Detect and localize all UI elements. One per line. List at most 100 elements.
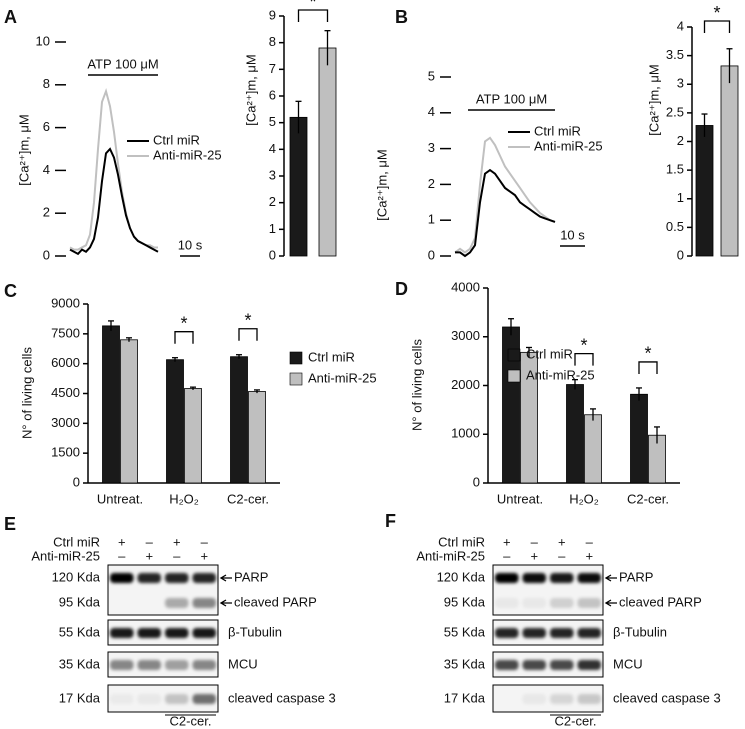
blot-band	[165, 660, 189, 670]
y-tick-label: 10	[36, 33, 50, 48]
blot-band	[495, 628, 519, 638]
blot-band	[550, 660, 574, 670]
band-size: 95 Kda	[59, 594, 101, 609]
band-size: 17 Kda	[444, 690, 486, 705]
y-tick-label: 9000	[51, 295, 80, 310]
blot-band	[192, 694, 216, 704]
y-tick-label: 3.5	[666, 47, 684, 62]
x-tick-label: Untreat.	[97, 491, 143, 506]
y-axis-label: [Ca²⁺]m, μM	[646, 64, 661, 135]
blot-band	[165, 694, 189, 704]
bar	[630, 393, 648, 484]
panel-letter: B	[395, 7, 408, 27]
treatment-sign: –	[146, 534, 154, 549]
y-tick-label: 0	[43, 247, 50, 262]
treatment-sign: –	[201, 534, 209, 549]
bar	[289, 116, 308, 257]
blot-band	[165, 573, 189, 583]
blot-band	[522, 628, 546, 638]
treatment-sign: –	[586, 534, 594, 549]
y-tick-label: 9	[269, 7, 276, 22]
blot-band	[165, 598, 189, 608]
y-tick-label: 3	[428, 140, 435, 155]
bar	[584, 414, 602, 484]
treatment-sign: –	[503, 548, 511, 563]
significance-bracket	[638, 361, 658, 374]
y-tick-label: 2	[269, 194, 276, 209]
legend-label: Ctrl miR	[534, 123, 581, 138]
significance-bracket	[174, 331, 194, 344]
band-label: cleaved PARP	[619, 594, 702, 609]
y-axis-label: N° of living cells	[409, 339, 424, 431]
y-tick-label: 0	[269, 247, 276, 262]
legend-label: Anti-miR-25	[534, 138, 603, 153]
treatment-sign: –	[531, 534, 539, 549]
significance-bracket	[238, 328, 258, 341]
band-size: 120 Kda	[437, 569, 486, 584]
significance-star: *	[713, 3, 720, 23]
blot-band	[110, 598, 134, 608]
treatment-label: Ctrl miR	[438, 534, 485, 549]
band-size: 55 Kda	[444, 624, 486, 639]
bar	[318, 47, 337, 257]
significance-bracket	[574, 353, 594, 366]
x-tick-label: H₂O₂	[569, 491, 599, 506]
blot-band	[577, 660, 601, 670]
y-tick-label: 7	[269, 61, 276, 76]
annotation: ATP 100 μM	[476, 91, 547, 106]
band-label: cleaved caspase 3	[228, 690, 336, 705]
x-tick-label: Untreat.	[497, 491, 543, 506]
bar	[248, 391, 266, 484]
y-tick-label: 7500	[51, 325, 80, 340]
blot-band	[192, 660, 216, 670]
band-arrow	[604, 574, 617, 582]
y-tick-label: 8	[43, 76, 50, 91]
treatment-sign: +	[503, 534, 511, 549]
bar	[120, 339, 138, 484]
y-tick-label: 1	[428, 212, 435, 227]
panel-letter: C	[4, 281, 17, 301]
significance-star: *	[580, 335, 587, 355]
bar	[230, 356, 248, 484]
y-tick-label: 0.5	[666, 219, 684, 234]
blot-band	[110, 694, 134, 704]
y-tick-label: 1500	[51, 445, 80, 460]
treatment-label: Anti-miR-25	[31, 548, 100, 563]
blot-band	[137, 628, 161, 638]
blot-band	[110, 628, 134, 638]
significance-star: *	[180, 313, 187, 333]
treatment-sign: –	[173, 548, 181, 563]
y-tick-label: 2000	[451, 377, 480, 392]
band-label: β-Tubulin	[228, 624, 282, 639]
significance-star: *	[644, 344, 651, 364]
trace	[454, 136, 556, 254]
y-tick-label: 1.5	[666, 162, 684, 177]
bar	[695, 125, 714, 257]
treatment-label: Ctrl miR	[53, 534, 100, 549]
y-tick-label: 4	[269, 141, 276, 156]
trace	[69, 87, 158, 251]
band-size: 35 Kda	[444, 656, 486, 671]
y-tick-label: 4000	[451, 279, 480, 294]
y-tick-label: 1	[677, 190, 684, 205]
blot-band	[550, 628, 574, 638]
blot-band	[495, 573, 519, 583]
band-arrow	[219, 574, 232, 582]
blot-band	[577, 628, 601, 638]
significance-bracket	[703, 20, 731, 33]
blot-band	[522, 694, 546, 704]
blot-band	[110, 573, 134, 583]
y-tick-label: 3000	[51, 415, 80, 430]
y-tick-label: 1	[269, 221, 276, 236]
scale-bar-label: 10 s	[178, 237, 203, 252]
blot-band	[192, 598, 216, 608]
legend-label: Ctrl miR	[153, 132, 200, 147]
y-tick-label: 3	[677, 76, 684, 91]
y-tick-label: 4	[428, 104, 435, 119]
blot-band	[550, 598, 574, 608]
blot-band	[192, 628, 216, 638]
panel-letter: A	[4, 7, 17, 27]
y-tick-label: 5	[269, 114, 276, 129]
y-tick-label: 0	[677, 247, 684, 262]
treatment-sign: +	[118, 534, 126, 549]
